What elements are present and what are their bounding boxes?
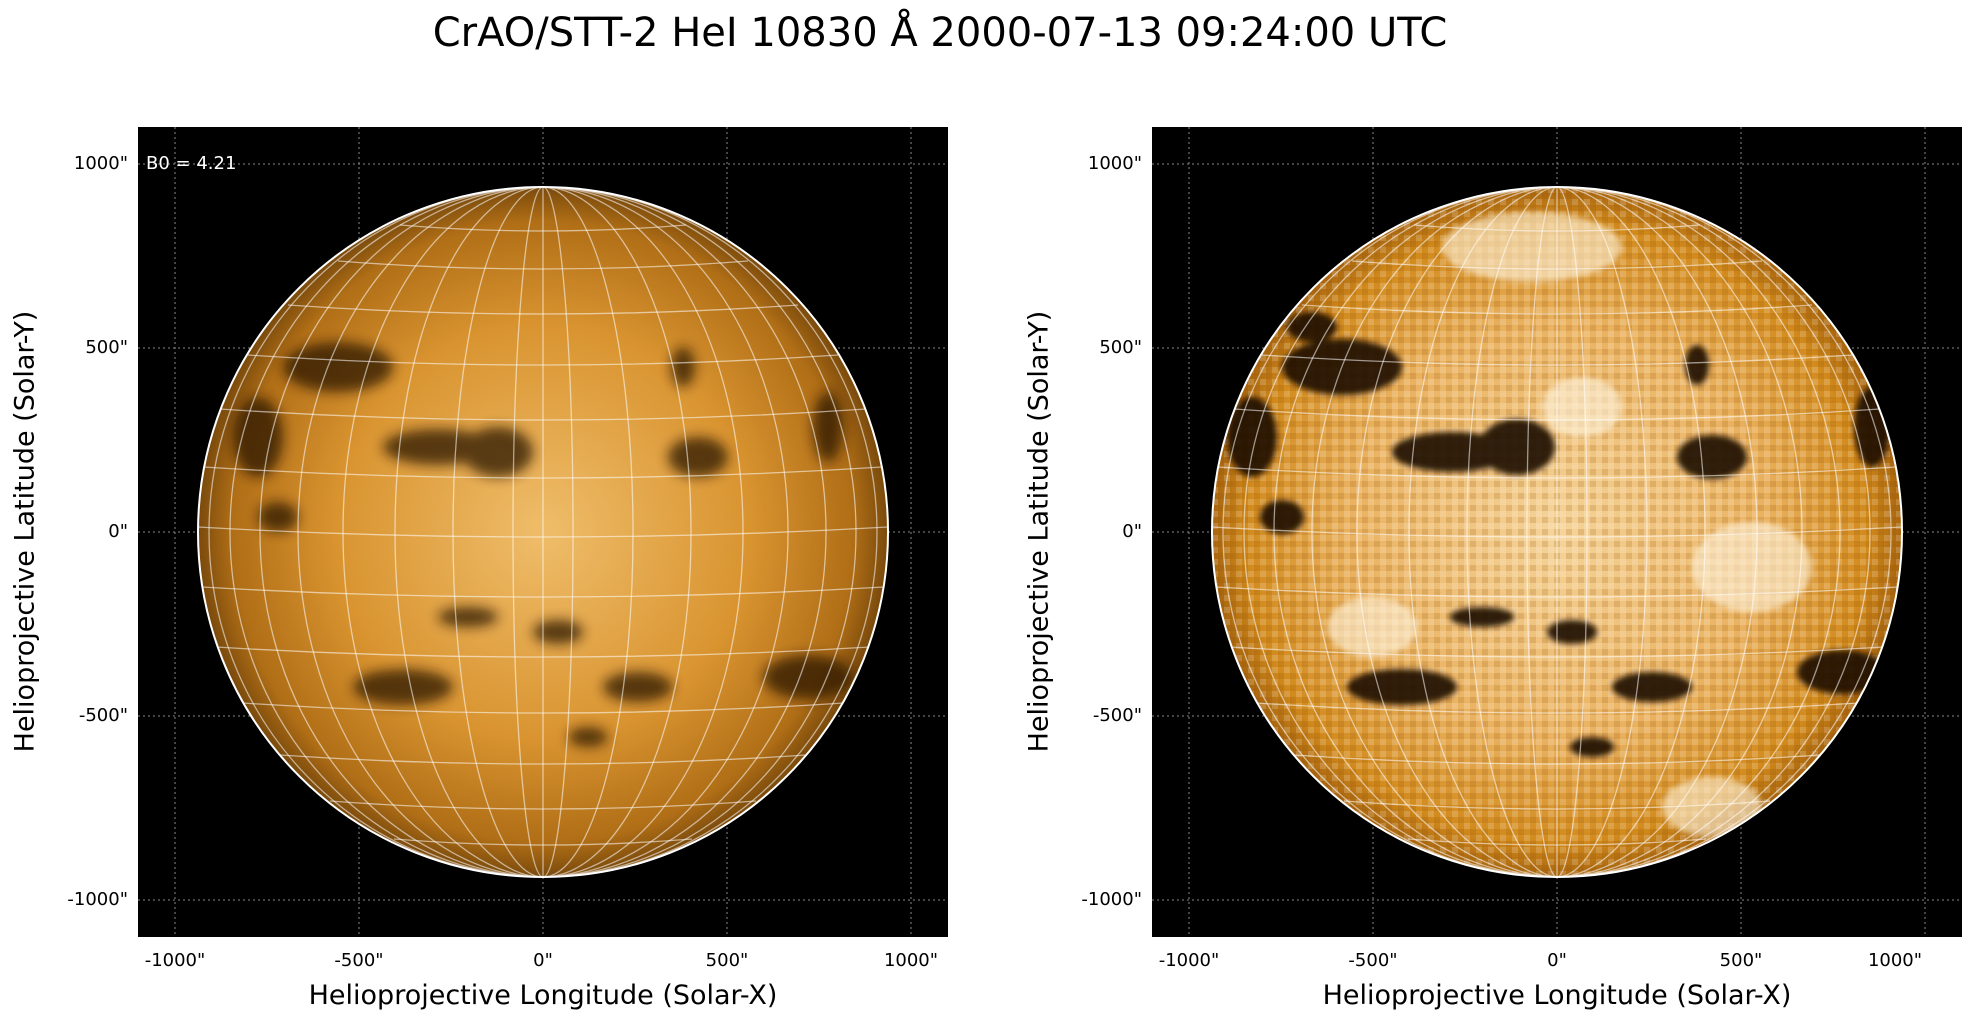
right-ytick-1000: 1000" bbox=[1087, 153, 1142, 174]
b0-annotation: B0 = 4.21 bbox=[146, 153, 237, 174]
left-xtick-500: 500" bbox=[705, 950, 749, 971]
left-plot-panel: B0 = 4.21 bbox=[138, 127, 948, 937]
right-xtick-1000: 1000" bbox=[1867, 950, 1923, 971]
right-ytick-500: 500" bbox=[1099, 337, 1142, 358]
right-dark-features bbox=[1227, 312, 1890, 757]
right-xtick-0: 0" bbox=[1547, 950, 1567, 971]
left-ytick-minus500: -500" bbox=[78, 705, 128, 726]
right-ytick-minus1000: -1000" bbox=[1081, 889, 1142, 910]
left-xtick-0: 0" bbox=[533, 950, 553, 971]
left-ytick-minus1000: -1000" bbox=[67, 889, 128, 910]
left-xtick-1000: 1000" bbox=[883, 950, 939, 971]
right-heliographic-grid bbox=[1212, 187, 1902, 877]
right-plot-panel bbox=[1152, 127, 1962, 937]
left-heliographic-grid bbox=[198, 187, 888, 877]
right-solar-image bbox=[1152, 127, 1962, 937]
left-dark-features bbox=[233, 342, 853, 747]
right-xtick-minus1000: -1000" bbox=[1158, 950, 1220, 971]
right-ytick-minus500: -500" bbox=[1092, 705, 1142, 726]
left-y-axis-label: Helioprojective Latitude (Solar-Y) bbox=[9, 310, 41, 753]
right-x-axis-label: Helioprojective Longitude (Solar-X) bbox=[1322, 980, 1792, 1011]
left-xtick-minus1000: -1000" bbox=[144, 950, 206, 971]
left-ytick-1000: 1000" bbox=[73, 153, 128, 174]
left-ytick-0: 0" bbox=[108, 521, 128, 542]
right-bright-features bbox=[1327, 212, 1812, 837]
right-xtick-minus500: -500" bbox=[1348, 950, 1398, 971]
right-y-axis-label: Helioprojective Latitude (Solar-Y) bbox=[1023, 310, 1055, 753]
left-limb-outline bbox=[197, 186, 889, 878]
left-ytick-500: 500" bbox=[85, 337, 128, 358]
left-solar-image bbox=[138, 127, 948, 937]
right-limb-outline bbox=[1211, 186, 1903, 878]
page-title: CrAO/STT-2 HeI 10830 Å 2000-07-13 09:24:… bbox=[432, 10, 1448, 56]
right-xtick-500: 500" bbox=[1719, 950, 1763, 971]
left-xtick-minus500: -500" bbox=[334, 950, 384, 971]
right-ytick-0: 0" bbox=[1122, 521, 1142, 542]
left-x-axis-label: Helioprojective Longitude (Solar-X) bbox=[308, 980, 778, 1011]
